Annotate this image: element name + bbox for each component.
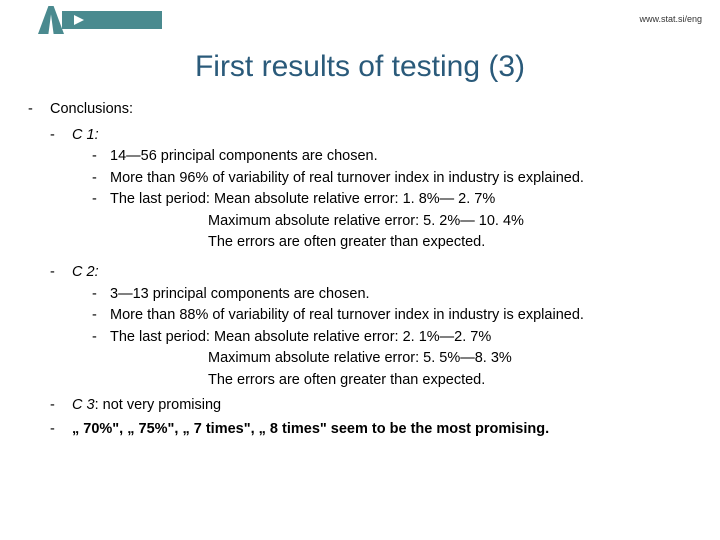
c2-heading: - C 2: bbox=[28, 263, 692, 283]
c3-rest: : not very promising bbox=[95, 397, 222, 413]
bullet-dash: - bbox=[28, 100, 50, 120]
bullet-dash: - bbox=[92, 169, 110, 189]
c1-sub: Maximum absolute relative error: 5. 2%― … bbox=[28, 212, 692, 232]
c1-item: - 14―56 principal components are chosen. bbox=[28, 147, 692, 167]
bullet-dash: - bbox=[50, 420, 72, 440]
c1-item: - More than 96% of variability of real t… bbox=[28, 169, 692, 189]
c1-b2: More than 96% of variability of real tur… bbox=[110, 169, 692, 189]
content: - Conclusions: - C 1: - 14―56 principal … bbox=[0, 100, 720, 439]
c3-heading: - C 3: not very promising bbox=[28, 396, 692, 416]
c2-sub: Maximum absolute relative error: 5. 5%―8… bbox=[28, 349, 692, 369]
bullet-dash: - bbox=[92, 285, 110, 305]
c2-item: - More than 88% of variability of real t… bbox=[28, 306, 692, 326]
conclusions-label: Conclusions: bbox=[50, 100, 133, 120]
c1-b3a: The last period: bbox=[110, 191, 210, 207]
c2-item: - 3―13 principal components are chosen. bbox=[28, 285, 692, 305]
c1-b1: 14―56 principal components are chosen. bbox=[110, 147, 692, 167]
logo-mark bbox=[38, 6, 64, 34]
c1-label: C 1: bbox=[72, 126, 99, 146]
c1-item: - The last period: Mean absolute relativ… bbox=[28, 190, 692, 210]
arrow-icon bbox=[74, 15, 84, 25]
c2-b2: More than 88% of variability of real tur… bbox=[110, 306, 692, 326]
bullet-dash: - bbox=[50, 126, 72, 146]
final-text: „ 70%", „ 75%", „ 7 times", „ 8 times" s… bbox=[72, 420, 549, 440]
bullet-dash: - bbox=[92, 190, 110, 210]
c2-b3b: Mean absolute relative error: 2. 1%―2. 7… bbox=[214, 329, 491, 345]
c1-b3b: Mean absolute relative error: 1. 8%― 2. … bbox=[214, 191, 495, 207]
page-title: First results of testing (3) bbox=[0, 50, 720, 84]
c3-label: C 3 bbox=[72, 397, 95, 413]
c3-text: C 3: not very promising bbox=[72, 396, 221, 416]
logo-bar bbox=[62, 11, 162, 29]
c2-b1: 3―13 principal components are chosen. bbox=[110, 285, 692, 305]
final-line: - „ 70%", „ 75%", „ 7 times", „ 8 times"… bbox=[28, 420, 692, 440]
c2-b3: The last period: Mean absolute relative … bbox=[110, 328, 692, 348]
bullet-dash: - bbox=[50, 263, 72, 283]
bullet-dash: - bbox=[50, 396, 72, 416]
c2-sub: The errors are often greater than expect… bbox=[28, 371, 692, 391]
c2-b3a: The last period: bbox=[110, 329, 210, 345]
c1-sub: The errors are often greater than expect… bbox=[28, 233, 692, 253]
conclusions-heading: - Conclusions: bbox=[28, 100, 692, 120]
bullet-dash: - bbox=[92, 306, 110, 326]
c1-heading: - C 1: bbox=[28, 126, 692, 146]
c2-label: C 2: bbox=[72, 263, 99, 283]
bullet-dash: - bbox=[92, 147, 110, 167]
header: www.stat.si/eng bbox=[0, 0, 720, 38]
c1-b3: The last period: Mean absolute relative … bbox=[110, 190, 692, 210]
bullet-dash: - bbox=[92, 328, 110, 348]
logo bbox=[38, 6, 168, 34]
site-url: www.stat.si/eng bbox=[639, 14, 702, 24]
c2-item: - The last period: Mean absolute relativ… bbox=[28, 328, 692, 348]
